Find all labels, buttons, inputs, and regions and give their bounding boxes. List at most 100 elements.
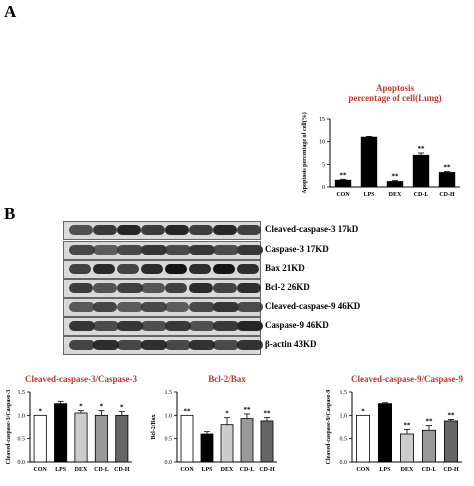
- blot-band: [165, 321, 191, 331]
- y-tick-label: 1.0: [340, 413, 348, 419]
- chart-title: Cleaved-caspase-3/Caspase-3: [25, 374, 137, 384]
- significance-marker: **: [244, 406, 252, 414]
- blot-band: [213, 264, 235, 274]
- chart-title: Apoptosis percentage of cell(Lung): [348, 83, 441, 103]
- blot-band: [117, 264, 139, 274]
- bar-lps: [360, 136, 378, 188]
- cleaved-caspase3-bar-chart: Cleaved-caspase-3/Caspase-3 Cleaved-caspa…: [6, 374, 137, 473]
- blot-band: [117, 245, 143, 255]
- blot-strip: [63, 241, 263, 260]
- blot-band: [165, 245, 191, 255]
- blot-band: [213, 245, 239, 255]
- significance-marker: **: [340, 171, 348, 179]
- bar-con: [33, 414, 47, 463]
- chart-title: Bcl-2/Bax: [208, 374, 246, 384]
- blot-strip: [63, 221, 261, 240]
- y-axis-label: Bcl-2/Bax: [151, 415, 157, 440]
- bar-cd-h: [115, 414, 129, 463]
- bar-dex: [220, 424, 234, 463]
- bar-dex: [400, 433, 415, 463]
- blot-band: [69, 283, 93, 293]
- blot-band: [93, 283, 117, 293]
- significance-marker: **: [444, 164, 452, 172]
- x-tick-label: LPS: [201, 467, 213, 473]
- x-tick-label: CD-H: [259, 467, 275, 473]
- y-tick-label: 5: [322, 162, 325, 168]
- blot-band: [237, 245, 263, 255]
- bar-cd-h: [260, 420, 274, 463]
- blot-band: [93, 264, 115, 274]
- blot-band: [141, 283, 165, 293]
- blot-band: [189, 245, 215, 255]
- significance-marker: **: [184, 407, 192, 415]
- blot-band: [213, 283, 237, 293]
- blot-band: [189, 225, 213, 235]
- blot-band: [237, 225, 261, 235]
- blot-label: Bcl-2 26KD: [265, 282, 310, 292]
- x-tick-label: CD-H: [443, 467, 459, 473]
- x-tick-label: LPS: [379, 467, 391, 473]
- blot-band: [189, 264, 211, 274]
- significance-marker: *: [225, 410, 229, 418]
- y-tick-label: 1.0: [165, 413, 173, 419]
- y-axis-label: Apoptosis percentage of cell(%): [301, 112, 308, 193]
- bar-cd-h: [438, 172, 456, 188]
- blot-band: [117, 283, 143, 293]
- blot-band: [117, 302, 143, 312]
- blot-strip: [63, 317, 263, 336]
- blot-band: [189, 340, 215, 350]
- blot-band: [69, 340, 95, 350]
- blot-band: [141, 245, 167, 255]
- x-tick-label: CD-H: [439, 192, 455, 198]
- y-tick-label: 0.5: [18, 437, 26, 443]
- significance-marker: *: [100, 403, 104, 411]
- significance-marker: *: [38, 407, 42, 415]
- x-tick-label: CON: [356, 467, 370, 473]
- blot-band: [93, 225, 117, 235]
- bar-dex: [74, 412, 88, 463]
- y-axis-label: Cleaved-caspase-9/Caspase-9: [326, 390, 332, 465]
- bar-lps: [378, 403, 393, 463]
- blot-band: [165, 264, 187, 274]
- bar-cd-h: [444, 420, 459, 463]
- significance-marker: **: [264, 410, 272, 418]
- x-tick-label: CD-L: [414, 192, 429, 198]
- significance-marker: *: [361, 407, 365, 415]
- significance-marker: **: [448, 412, 456, 420]
- blot-strip: [63, 336, 263, 355]
- bar-con: [356, 414, 371, 463]
- blot-band: [93, 245, 119, 255]
- blot-band: [237, 302, 263, 312]
- blot-band: [237, 321, 263, 331]
- y-tick-label: 10: [319, 140, 325, 146]
- blot-band: [189, 283, 213, 293]
- y-tick-label: 1.5: [18, 390, 26, 396]
- bar-cd-l: [412, 154, 430, 188]
- bar-con: [180, 414, 194, 463]
- blot-label: β-actin 43KD: [265, 339, 317, 349]
- blot-band: [69, 321, 95, 331]
- bar-cd-l: [94, 414, 108, 463]
- x-tick-label: CD-L: [94, 467, 109, 473]
- bar-dex: [386, 181, 404, 188]
- blot-band: [189, 321, 215, 331]
- x-tick-label: DEX: [389, 192, 402, 198]
- y-tick-label: 15: [319, 117, 325, 123]
- x-tick-label: CON: [180, 467, 194, 473]
- x-tick-label: CD-L: [422, 467, 437, 473]
- blot-band: [213, 321, 239, 331]
- blot-label: Caspase-9 46KD: [265, 320, 329, 330]
- y-tick-label: 0.0: [18, 460, 26, 466]
- blot-strip: [63, 298, 263, 317]
- blot-band: [93, 302, 117, 312]
- x-tick-label: LPS: [55, 467, 67, 473]
- blot-band: [69, 225, 93, 235]
- blot-band: [237, 340, 263, 350]
- blot-band: [117, 321, 143, 331]
- bar-con: [334, 179, 352, 188]
- panel-letter-b: B: [4, 204, 16, 223]
- blot-band: [69, 264, 91, 274]
- significance-marker: **: [418, 145, 426, 153]
- y-tick-label: 0.5: [340, 437, 348, 443]
- blot-band: [141, 340, 167, 350]
